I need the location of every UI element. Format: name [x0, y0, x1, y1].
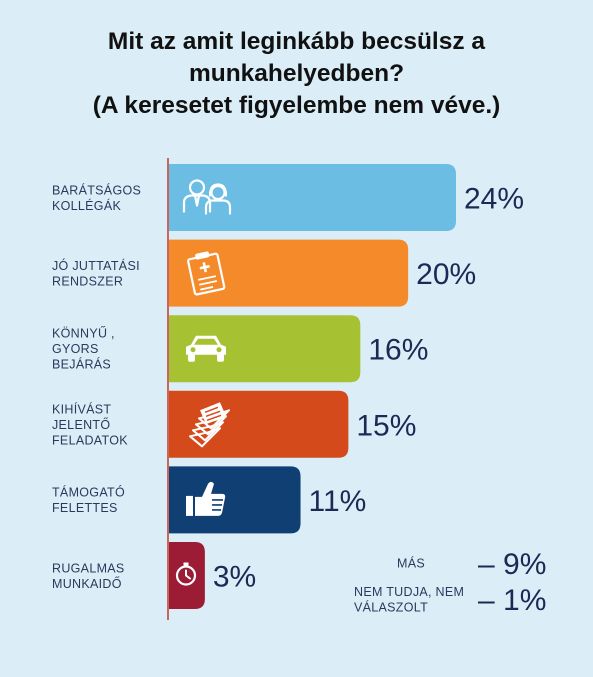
papers-icon: [189, 402, 230, 448]
bar-3: [169, 315, 361, 383]
bar-2: [169, 239, 409, 307]
category-label-line: FELETTES: [52, 501, 118, 515]
bar-1: [169, 164, 456, 231]
title-line-1: Mit az amit leginkább becsülsz a: [107, 28, 486, 55]
category-label-line: RENDSZER: [52, 274, 123, 288]
chart-title: Mit az amit leginkább becsülsz a munkahe…: [0, 26, 593, 122]
category-label-4: KIHÍVÁST JELENTŐ FELADATOK: [52, 401, 128, 447]
category-label-line: JELENTŐ: [52, 417, 110, 432]
other-value-1: – 9%: [478, 548, 546, 581]
title-line-3: (A keresetet figyelembe nem véve.): [92, 92, 501, 119]
category-label-1: BARÁTSÁGOS KOLLÉGÁK: [52, 182, 141, 213]
car-icon: [186, 335, 226, 362]
category-label-2: JÓ JUTTATÁSI RENDSZER: [52, 258, 140, 289]
other-label-line: VÁLASZOLT: [354, 599, 428, 614]
other-label-1: MÁS: [397, 556, 425, 571]
category-label-line: JÓ JUTTATÁSI: [52, 258, 140, 273]
category-label-line: BEJÁRÁS: [52, 357, 111, 372]
value-label-6: 3%: [213, 561, 256, 594]
people-icon: [182, 179, 232, 215]
category-label-line: MUNKAIDŐ: [52, 576, 122, 591]
other-label-line: MÁS: [397, 556, 425, 571]
value-label-3: 16%: [368, 334, 428, 367]
other-label-line: NEM TUDJA, NEM: [354, 585, 464, 599]
clipboard-icon: [187, 251, 226, 296]
title-line-2: munkahelyedben?: [188, 60, 405, 87]
thumbs-up-icon: [186, 481, 226, 516]
category-label-5: TÁMOGATÓ FELETTES: [52, 485, 125, 516]
category-label-line: KIHÍVÁST: [52, 401, 111, 416]
category-label-line: KÖNNYŰ ,: [52, 326, 115, 341]
category-label-line: KOLLÉGÁK: [52, 198, 121, 213]
value-label-1: 24%: [464, 183, 524, 216]
clock-icon: [175, 562, 197, 586]
category-label-3: KÖNNYŰ , GYORS BEJÁRÁS: [52, 326, 115, 372]
category-label-line: FELADATOK: [52, 433, 128, 447]
category-label-6: RUGALMAS MUNKAIDŐ: [52, 561, 125, 591]
value-label-5: 11%: [309, 485, 367, 518]
category-label-line: RUGALMAS: [52, 561, 125, 575]
category-label-line: BARÁTSÁGOS: [52, 182, 141, 197]
category-label-line: TÁMOGATÓ: [52, 485, 125, 500]
value-label-2: 20%: [416, 258, 476, 291]
other-label-2: NEM TUDJA, NEM VÁLASZOLT: [354, 585, 464, 615]
value-label-4: 15%: [356, 409, 416, 442]
category-label-line: GYORS: [52, 342, 99, 356]
other-value-2: – 1%: [478, 584, 546, 617]
bar-5: [169, 466, 301, 534]
